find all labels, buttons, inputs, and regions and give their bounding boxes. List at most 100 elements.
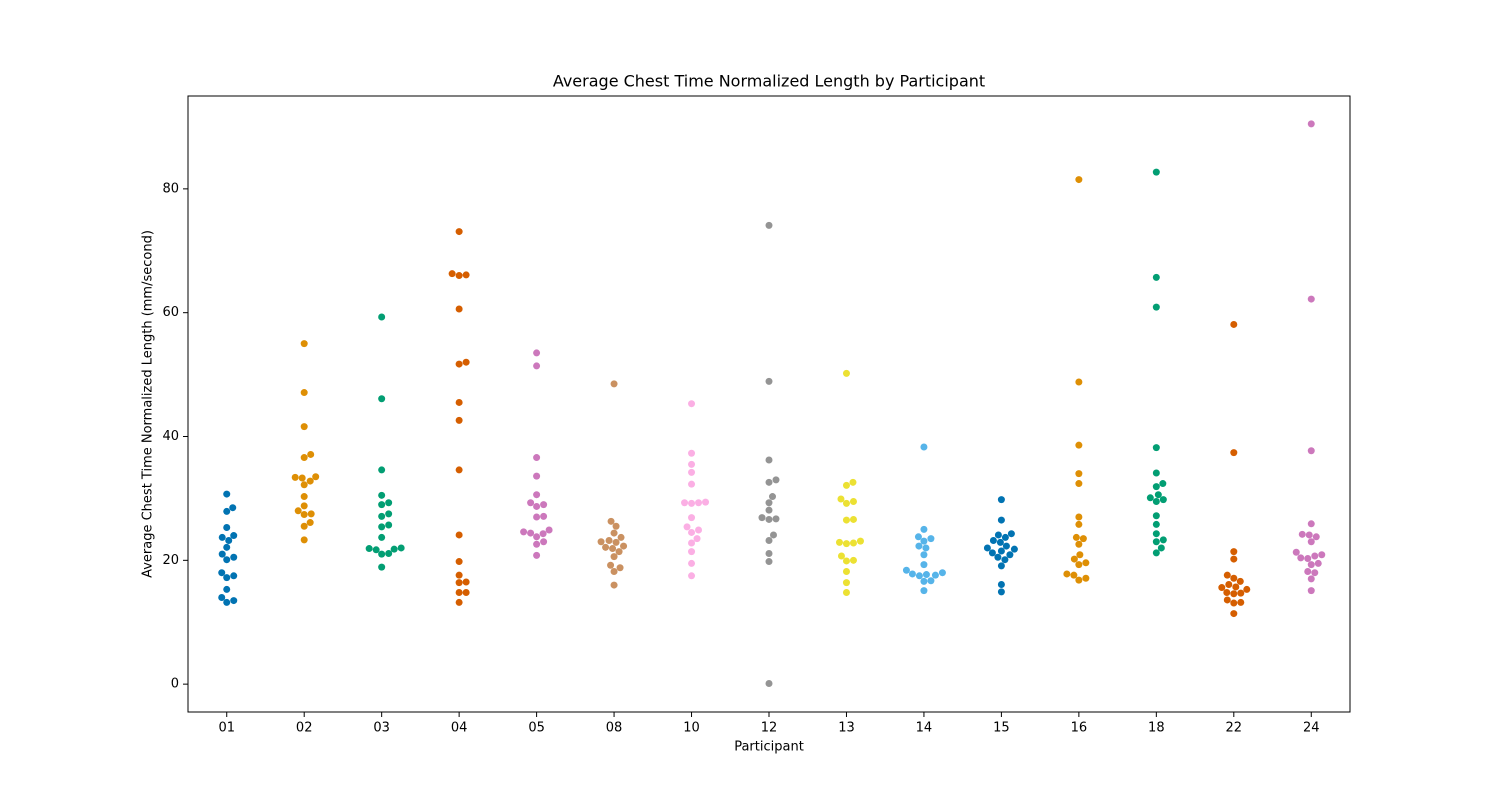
x-tick-label: 03 [373, 721, 390, 736]
point [1307, 447, 1315, 455]
point [938, 569, 946, 577]
point [545, 526, 553, 534]
point [683, 523, 691, 531]
point [1154, 491, 1162, 499]
point [229, 504, 237, 512]
point [455, 398, 463, 406]
point [378, 466, 386, 474]
point [520, 528, 528, 536]
point [765, 537, 773, 545]
point [765, 456, 773, 464]
point [365, 545, 373, 553]
point [378, 395, 386, 403]
point [1152, 444, 1160, 452]
point [455, 558, 463, 566]
point [230, 597, 238, 605]
point [902, 566, 910, 574]
point [540, 538, 548, 546]
point [540, 501, 548, 509]
point [1307, 575, 1315, 583]
point [1010, 545, 1018, 553]
point [997, 516, 1005, 524]
point [1075, 480, 1083, 488]
point [617, 533, 625, 541]
point [1292, 548, 1300, 556]
point [693, 535, 701, 543]
point [688, 460, 696, 468]
plot-frame [187, 95, 1351, 713]
point [914, 533, 922, 541]
point [1076, 551, 1084, 559]
point [1152, 530, 1160, 538]
point [300, 340, 308, 348]
point [1223, 596, 1231, 604]
point [455, 272, 463, 280]
point [1230, 320, 1238, 328]
point [1318, 551, 1326, 559]
point [610, 529, 618, 537]
point [218, 550, 226, 558]
point [620, 542, 628, 550]
x-tick-label: 02 [296, 721, 313, 736]
point [849, 515, 857, 523]
point [1075, 470, 1083, 478]
point [300, 481, 308, 489]
point [230, 572, 238, 580]
point [997, 580, 1005, 588]
point [765, 377, 773, 385]
point [1079, 535, 1087, 543]
point [602, 543, 610, 551]
point [1152, 549, 1160, 557]
point [1002, 542, 1010, 550]
point [915, 542, 923, 550]
point [300, 536, 308, 544]
point [1307, 120, 1315, 128]
point [837, 495, 845, 503]
point [540, 512, 548, 520]
point [1152, 520, 1160, 528]
point [920, 561, 928, 569]
point [455, 579, 463, 587]
point [223, 598, 231, 606]
point [230, 553, 238, 561]
point [1075, 520, 1083, 528]
point [1001, 533, 1009, 541]
point [1237, 589, 1245, 597]
point [1298, 530, 1306, 538]
point [306, 477, 314, 485]
point [920, 525, 928, 533]
point [927, 577, 935, 585]
point [533, 502, 541, 510]
point [307, 510, 315, 518]
point [1075, 540, 1083, 548]
point [1152, 512, 1160, 520]
point [294, 507, 302, 515]
point [533, 551, 541, 559]
point [1082, 574, 1090, 582]
point [378, 501, 386, 509]
x-tick-label: 16 [1071, 721, 1088, 736]
point [994, 553, 1002, 561]
point [702, 498, 710, 506]
point [1152, 303, 1160, 311]
point [989, 537, 997, 545]
point [390, 545, 398, 553]
point [1007, 530, 1015, 538]
x-tick-label: 04 [451, 721, 468, 736]
point [765, 478, 773, 486]
point [225, 537, 233, 545]
point [842, 481, 850, 489]
point [688, 449, 696, 457]
point [1236, 577, 1244, 585]
point [1307, 538, 1315, 546]
point [455, 531, 463, 539]
point [1223, 589, 1231, 597]
point [455, 305, 463, 313]
chart-title: Average Chest Time Normalized Length by … [553, 72, 985, 91]
point [1063, 570, 1071, 578]
point [1307, 561, 1315, 569]
point [533, 349, 541, 357]
point [927, 535, 935, 543]
point [1072, 533, 1080, 541]
point [1152, 273, 1160, 281]
